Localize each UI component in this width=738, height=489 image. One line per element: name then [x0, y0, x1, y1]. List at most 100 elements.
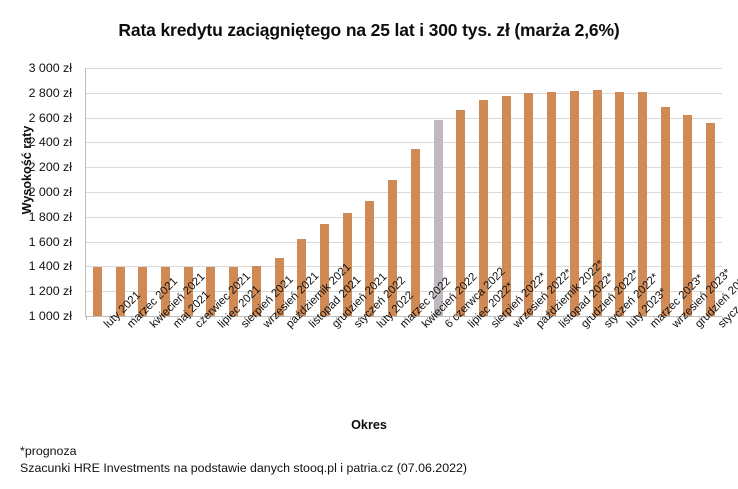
- bar: [229, 267, 239, 316]
- x-axis-tick-mark: [472, 317, 474, 320]
- gridline: [86, 142, 722, 144]
- y-axis-line: [85, 68, 86, 317]
- gridline: [86, 92, 722, 94]
- bar: [592, 90, 602, 316]
- bar: [479, 99, 488, 316]
- x-axis-tick-label-text: listopad 2022*: [556, 270, 617, 331]
- x-axis-tick-label-text: luty 2022: [374, 289, 417, 331]
- x-axis-tick-mark: [449, 317, 451, 320]
- gridline: [86, 167, 722, 169]
- y-axis-title: Wysokość raty: [20, 125, 34, 215]
- x-axis-tick-mark: [245, 317, 246, 320]
- x-axis-tick-mark: [585, 317, 587, 320]
- x-axis-tick-mark: [199, 317, 201, 320]
- x-axis-tick-label-text: grudzień 2022*: [579, 267, 643, 331]
- gridline: [86, 241, 722, 243]
- bar: [456, 109, 466, 316]
- footnotes: *prognoza Szacunki HRE Investments na po…: [20, 443, 467, 477]
- x-axis-tick-label-text: wrzesień 2022*: [511, 266, 575, 331]
- x-axis-tick-mark: [653, 317, 655, 320]
- x-axis-tick-label-text: luty 2023*: [624, 286, 670, 331]
- x-axis-tick-label-text: styczeń 2022: [352, 274, 409, 331]
- gridline: [86, 316, 722, 317]
- bar: [342, 213, 352, 316]
- x-axis-tick-mark: [631, 317, 633, 320]
- x-axis-tick-mark: [108, 317, 110, 320]
- x-axis-tick-label-text: sierpień 2021: [238, 273, 296, 331]
- x-axis-title: Okres: [351, 418, 387, 432]
- gridline: [86, 192, 722, 193]
- bar: [365, 201, 375, 316]
- x-axis-tick-mark: [86, 317, 87, 320]
- x-axis-tick-label-text: styczeń 2022*: [602, 271, 662, 331]
- bar: [138, 267, 148, 316]
- x-axis-tick-mark: [404, 317, 405, 320]
- bar: [161, 267, 170, 316]
- x-axis-tick-label-text: marzec 2022: [397, 275, 453, 331]
- bar: [274, 257, 284, 316]
- x-axis-tick-mark: [267, 317, 269, 320]
- x-axis-tick-label-text: lipiec 2022*: [465, 280, 516, 331]
- bar: [660, 107, 670, 316]
- plot-area: [86, 68, 722, 317]
- x-axis-tick-mark: [722, 317, 723, 320]
- x-axis-tick-mark: [335, 317, 337, 320]
- y-axis-tick-label: 1 000 zł: [28, 309, 72, 323]
- y-axis-tick-label: 3 000 zł: [28, 61, 72, 75]
- bar: [320, 223, 329, 316]
- footnote-source: Szacunki HRE Investments na podstawie da…: [20, 461, 467, 475]
- y-axis-tick-label: 2 600 zł: [28, 110, 72, 125]
- bar-series: [86, 68, 722, 316]
- bar: [706, 122, 716, 316]
- x-axis-tick-mark: [154, 317, 156, 320]
- bar: [638, 92, 647, 316]
- gridline: [86, 291, 722, 293]
- x-axis-tick-label-text: kwiecień 2021: [147, 270, 208, 331]
- x-axis-tick-mark: [608, 317, 610, 320]
- x-axis-tick-label-text: marzec 2021: [125, 275, 181, 331]
- x-axis-tick-label-text: czerwiec 2021: [193, 270, 254, 331]
- footnote-forecast: *prognoza: [20, 444, 77, 458]
- x-axis-tick-mark: [494, 317, 496, 320]
- x-axis-tick-label-text: marzec 2023*: [647, 272, 706, 331]
- bar: [433, 120, 443, 316]
- x-axis-tick-label-text: październik 2022*: [533, 258, 607, 331]
- x-axis-tick-mark: [222, 317, 224, 320]
- bar: [206, 267, 216, 316]
- x-axis-tick-label-text: kwiecień 2022: [420, 270, 480, 331]
- x-axis-tick-label-text: wrzesień 2021: [261, 270, 322, 331]
- bar: [410, 149, 420, 316]
- y-axis-tick-label: 1 400 zł: [28, 259, 72, 274]
- x-axis-tick-mark: [290, 317, 292, 320]
- x-axis-tick-mark: [131, 317, 133, 320]
- bar: [251, 266, 261, 316]
- x-axis-tick-label-text: listopad 2021: [306, 274, 364, 331]
- y-axis-tick-label: 2 000 zł: [28, 185, 72, 199]
- bar: [615, 92, 625, 316]
- gridline: [86, 266, 722, 268]
- x-axis-tick-mark: [176, 317, 178, 320]
- gridline: [86, 117, 722, 119]
- bar: [683, 115, 693, 316]
- x-axis-tick-mark: [676, 317, 678, 320]
- x-axis-tick-label-text: maj 2021: [170, 288, 213, 331]
- x-axis-tick-label-text: wrzesień 2023*: [670, 266, 734, 331]
- x-axis-tick-label-text: październik 2021: [284, 261, 354, 331]
- x-axis-tick-mark: [517, 317, 519, 320]
- bar: [388, 179, 398, 316]
- y-axis-tick-label: 2 200 zł: [28, 160, 72, 175]
- y-axis-tick-label: 1 200 zł: [28, 284, 72, 299]
- x-axis-tick-label-text: luty 2021: [102, 289, 144, 331]
- x-axis-tick-label-text: grudzień 2021: [329, 270, 390, 331]
- x-axis-tick-label-text: 6 czerwca 2022: [443, 265, 508, 331]
- x-axis-tick-mark: [563, 317, 564, 320]
- y-axis-tick-label: 1 800 zł: [28, 209, 72, 224]
- x-axis-tick-mark: [540, 317, 542, 320]
- x-axis-tick-label-text: lipiec 2021: [215, 283, 263, 331]
- bar: [569, 90, 579, 316]
- bar: [501, 95, 511, 316]
- bar: [297, 239, 307, 316]
- y-axis-tick-label: 1 600 zł: [28, 234, 72, 249]
- x-axis-tick-mark: [699, 317, 701, 320]
